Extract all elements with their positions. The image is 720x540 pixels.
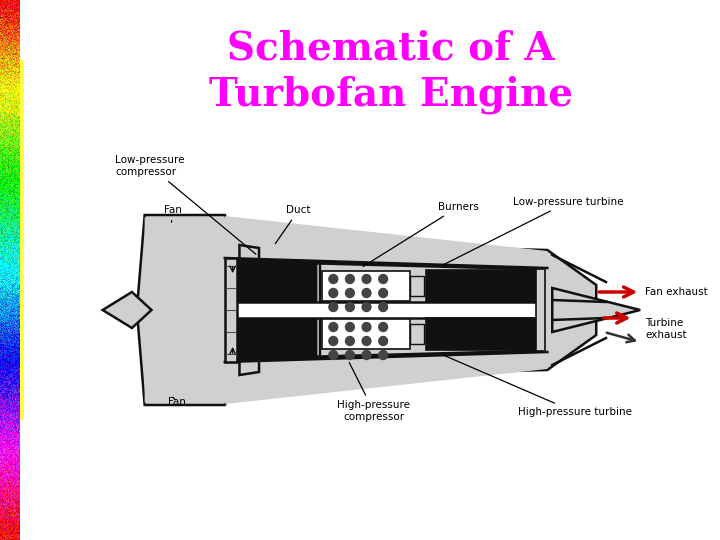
Text: Schematic of A: Schematic of A: [227, 30, 555, 68]
Bar: [238, 302, 542, 318]
Circle shape: [329, 274, 338, 284]
Text: Burners: Burners: [363, 202, 479, 267]
Text: Turbofan Engine: Turbofan Engine: [209, 75, 573, 113]
Circle shape: [379, 336, 387, 346]
Circle shape: [329, 350, 338, 360]
Circle shape: [362, 336, 371, 346]
Bar: [19, 60, 24, 420]
Circle shape: [346, 288, 354, 298]
Circle shape: [362, 302, 371, 312]
Text: Fan exhaust: Fan exhaust: [645, 287, 708, 297]
Circle shape: [329, 302, 338, 312]
Polygon shape: [225, 351, 547, 404]
Circle shape: [379, 288, 387, 298]
Polygon shape: [240, 245, 259, 375]
Polygon shape: [137, 215, 596, 405]
Text: Fan: Fan: [168, 397, 186, 407]
Circle shape: [379, 322, 387, 332]
Circle shape: [362, 274, 371, 284]
Text: Low-pressure turbine: Low-pressure turbine: [444, 197, 624, 265]
Circle shape: [329, 336, 338, 346]
Circle shape: [346, 322, 354, 332]
Polygon shape: [238, 259, 317, 302]
Circle shape: [329, 322, 338, 332]
Bar: [410, 324, 424, 344]
Polygon shape: [103, 292, 151, 328]
Bar: [319, 318, 320, 357]
Bar: [426, 318, 542, 350]
Polygon shape: [238, 318, 317, 361]
Circle shape: [362, 288, 371, 298]
Text: Duct: Duct: [275, 205, 311, 244]
Circle shape: [379, 350, 387, 360]
Circle shape: [346, 274, 354, 284]
Bar: [426, 270, 542, 302]
Bar: [319, 263, 320, 302]
Bar: [536, 269, 546, 351]
Circle shape: [362, 322, 371, 332]
Polygon shape: [145, 217, 225, 403]
Circle shape: [362, 350, 371, 360]
Text: Fan: Fan: [164, 205, 182, 222]
Circle shape: [379, 274, 387, 284]
Text: High-pressure
compressor: High-pressure compressor: [337, 362, 410, 422]
Polygon shape: [225, 216, 547, 269]
Circle shape: [379, 302, 387, 312]
Text: Turbine
exhaust: Turbine exhaust: [645, 318, 687, 340]
Bar: [322, 271, 410, 301]
Circle shape: [346, 350, 354, 360]
Circle shape: [346, 302, 354, 312]
Circle shape: [329, 288, 338, 298]
Text: High-pressure turbine: High-pressure turbine: [444, 355, 632, 417]
Text: Low-pressure
compressor: Low-pressure compressor: [115, 156, 256, 254]
Polygon shape: [552, 288, 640, 332]
Bar: [410, 276, 424, 296]
Circle shape: [346, 336, 354, 346]
Bar: [322, 319, 410, 349]
Bar: [225, 258, 237, 362]
